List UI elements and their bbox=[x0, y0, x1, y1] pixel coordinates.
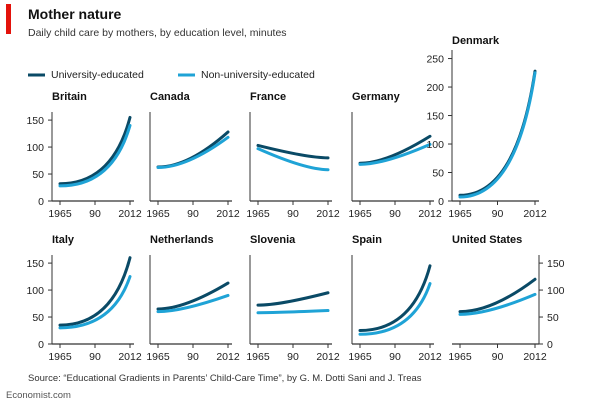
y-tick-label-denmark: 200 bbox=[426, 82, 444, 94]
panel-italy: Italy 0 50 100 150 1965 90 2012 bbox=[26, 234, 141, 363]
y-tick-label-united-states: 50 bbox=[547, 312, 559, 324]
y-tick-label-denmark: 100 bbox=[426, 139, 444, 151]
panel-britain: Britain 0 50 100 150 1965 90 2012 bbox=[26, 91, 141, 220]
y-tick-label-britain: 150 bbox=[26, 115, 44, 127]
x-tick-label-united-states: 2012 bbox=[523, 351, 547, 363]
x-tick-label-spain: 1965 bbox=[348, 351, 372, 363]
series-line-italy-non-university bbox=[58, 275, 132, 330]
panel-spain: Spain 1965 90 2012 bbox=[348, 234, 442, 363]
legend-label-university: University-educated bbox=[51, 69, 144, 81]
series-line-united-states-university bbox=[458, 277, 537, 314]
y-tick-label-italy: 100 bbox=[26, 285, 44, 297]
x-tick-label-slovenia: 2012 bbox=[316, 351, 340, 363]
y-tick-label-united-states: 100 bbox=[547, 285, 565, 297]
panel-title-slovenia: Slovenia bbox=[250, 234, 296, 246]
y-tick-label-britain: 100 bbox=[26, 142, 44, 154]
x-tick-label-germany: 1965 bbox=[348, 208, 372, 220]
y-tick-label-denmark: 250 bbox=[426, 54, 444, 66]
series-line-slovenia-university bbox=[256, 291, 330, 307]
panel-title-france: France bbox=[250, 91, 286, 103]
y-tick-label-united-states: 0 bbox=[547, 339, 553, 351]
series-line-britain-non-university bbox=[58, 123, 132, 188]
x-tick-label-britain: 2012 bbox=[118, 208, 142, 220]
panel-title-denmark: Denmark bbox=[452, 35, 500, 47]
panel-germany: Germany 1965 90 2012 bbox=[348, 91, 442, 220]
x-tick-label-italy: 2012 bbox=[118, 351, 142, 363]
series-line-denmark-non-university bbox=[458, 71, 537, 199]
x-tick-label-united-states: 90 bbox=[492, 351, 504, 363]
panel-title-united-states: United States bbox=[452, 234, 522, 246]
small-multiples: Britain 0 50 100 150 1965 90 2012 Canada 1965 90 20… bbox=[26, 35, 564, 363]
panel-france: France 1965 90 2012 bbox=[246, 91, 340, 220]
x-tick-label-denmark: 90 bbox=[492, 208, 504, 220]
series-line-spain-university bbox=[358, 264, 432, 333]
brand-credit: Economist.com bbox=[6, 390, 71, 401]
y-tick-label-denmark: 0 bbox=[438, 196, 444, 208]
x-tick-label-britain: 1965 bbox=[48, 208, 72, 220]
series-line-italy-university bbox=[58, 256, 132, 327]
x-tick-label-denmark: 2012 bbox=[523, 208, 547, 220]
y-tick-label-united-states: 150 bbox=[547, 258, 565, 270]
panel-title-canada: Canada bbox=[150, 91, 191, 103]
panel-denmark: Denmark 0 50 100 150 200 250 1965 90 2012 bbox=[426, 35, 546, 220]
x-tick-label-netherlands: 90 bbox=[187, 351, 199, 363]
chart-title: Mother nature bbox=[28, 6, 122, 22]
x-tick-label-canada: 90 bbox=[187, 208, 199, 220]
chart-subtitle: Daily child care by mothers, by educatio… bbox=[28, 27, 287, 39]
panel-canada: Canada 1965 90 2012 bbox=[146, 91, 240, 220]
y-tick-label-denmark: 50 bbox=[432, 168, 444, 180]
panel-title-britain: Britain bbox=[52, 91, 87, 103]
x-tick-label-spain: 90 bbox=[389, 351, 401, 363]
series-line-netherlands-university bbox=[156, 281, 230, 311]
series-line-germany-non-university bbox=[358, 142, 432, 166]
series-line-britain-university bbox=[58, 115, 132, 186]
x-tick-label-italy: 90 bbox=[89, 351, 101, 363]
x-tick-label-united-states: 1965 bbox=[448, 351, 472, 363]
y-tick-label-italy: 50 bbox=[32, 312, 44, 324]
y-tick-label-denmark: 150 bbox=[426, 111, 444, 123]
series-line-spain-non-university bbox=[358, 282, 432, 336]
x-tick-label-germany: 2012 bbox=[418, 208, 442, 220]
series-line-slovenia-non-university bbox=[256, 309, 330, 315]
x-tick-label-canada: 2012 bbox=[216, 208, 240, 220]
y-tick-label-britain: 50 bbox=[32, 169, 44, 181]
x-tick-label-france: 1965 bbox=[246, 208, 270, 220]
y-tick-label-italy: 0 bbox=[38, 339, 44, 351]
panel-title-netherlands: Netherlands bbox=[150, 234, 214, 246]
series-line-canada-non-university bbox=[156, 135, 230, 170]
series-line-netherlands-non-university bbox=[156, 293, 230, 314]
x-tick-label-canada: 1965 bbox=[146, 208, 170, 220]
panel-title-germany: Germany bbox=[352, 91, 401, 103]
x-tick-label-spain: 2012 bbox=[418, 351, 442, 363]
x-tick-label-france: 90 bbox=[287, 208, 299, 220]
y-tick-label-britain: 0 bbox=[38, 196, 44, 208]
x-tick-label-britain: 90 bbox=[89, 208, 101, 220]
panel-title-italy: Italy bbox=[52, 234, 75, 246]
x-tick-label-france: 2012 bbox=[316, 208, 340, 220]
x-tick-label-netherlands: 1965 bbox=[146, 351, 170, 363]
x-tick-label-italy: 1965 bbox=[48, 351, 72, 363]
panel-united-states: United States 0 50 100 150 1965 90 2012 bbox=[448, 234, 564, 363]
source-note: Source: “Educational Gradients in Parent… bbox=[28, 373, 422, 384]
accent-bar bbox=[6, 4, 11, 34]
series-line-united-states-non-university bbox=[458, 292, 537, 316]
series-line-france-non-university bbox=[256, 147, 330, 172]
panel-title-spain: Spain bbox=[352, 234, 382, 246]
legend-label-non-university: Non-university-educated bbox=[201, 69, 315, 81]
x-tick-label-slovenia: 90 bbox=[287, 351, 299, 363]
series-line-france-university bbox=[256, 143, 330, 160]
x-tick-label-netherlands: 2012 bbox=[216, 351, 240, 363]
x-tick-label-germany: 90 bbox=[389, 208, 401, 220]
panel-slovenia: Slovenia 1965 90 2012 bbox=[246, 234, 340, 363]
y-tick-label-italy: 150 bbox=[26, 258, 44, 270]
x-tick-label-denmark: 1965 bbox=[448, 208, 472, 220]
x-tick-label-slovenia: 1965 bbox=[246, 351, 270, 363]
panel-netherlands: Netherlands 1965 90 2012 bbox=[146, 234, 240, 363]
